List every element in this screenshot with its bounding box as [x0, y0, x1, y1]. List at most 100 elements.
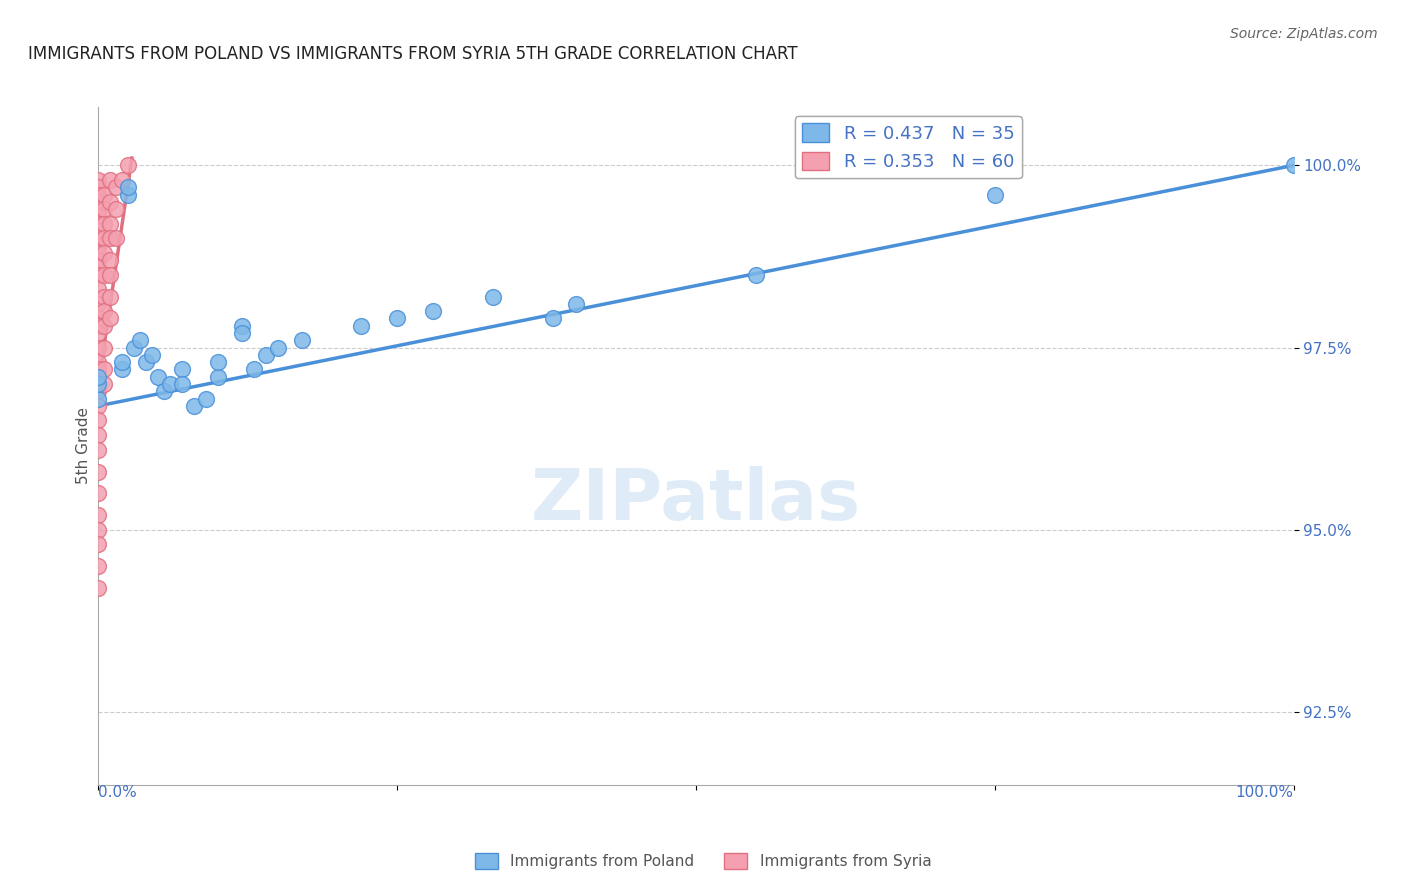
Point: [207, 355, 229, 369]
Legend: R = 0.437   N = 35, R = 0.353   N = 60: R = 0.437 N = 35, R = 0.353 N = 60: [794, 116, 1022, 178]
Point: [87, 537, 110, 551]
Point: [98, 289, 122, 303]
Point: [87, 282, 110, 296]
Point: [93, 268, 115, 282]
Point: [87, 362, 110, 376]
Point: [117, 180, 139, 194]
Point: [87, 377, 110, 392]
Point: [141, 348, 163, 362]
Point: [148, 369, 170, 384]
Point: [87, 194, 110, 209]
Point: [93, 217, 115, 231]
Point: [87, 253, 110, 268]
Point: [172, 362, 194, 376]
Point: [87, 523, 110, 537]
Point: [231, 326, 253, 340]
Point: [87, 173, 110, 187]
Point: [93, 245, 115, 260]
Legend: Immigrants from Poland, Immigrants from Syria: Immigrants from Poland, Immigrants from …: [468, 847, 938, 875]
Point: [93, 318, 115, 333]
Point: [105, 231, 128, 245]
Text: IMMIGRANTS FROM POLAND VS IMMIGRANTS FROM SYRIA 5TH GRADE CORRELATION CHART: IMMIGRANTS FROM POLAND VS IMMIGRANTS FRO…: [28, 45, 797, 62]
Point: [87, 238, 110, 252]
Point: [87, 326, 110, 340]
Point: [135, 355, 157, 369]
Point: [87, 369, 110, 384]
Text: 100.0%: 100.0%: [1236, 785, 1294, 800]
Point: [481, 289, 505, 303]
Point: [98, 253, 122, 268]
Point: [183, 399, 205, 413]
Point: [87, 559, 110, 574]
Text: 0.0%: 0.0%: [98, 785, 138, 800]
Point: [111, 362, 134, 376]
Point: [87, 399, 110, 413]
Point: [117, 158, 139, 172]
Point: [87, 311, 110, 326]
Point: [87, 413, 110, 427]
Point: [159, 377, 181, 392]
Point: [350, 318, 373, 333]
Point: [87, 428, 110, 442]
Point: [93, 289, 115, 303]
Point: [87, 297, 110, 311]
Point: [105, 180, 128, 194]
Point: [385, 311, 409, 326]
Point: [98, 217, 122, 231]
Point: [98, 173, 122, 187]
Point: [87, 486, 110, 500]
Point: [98, 194, 122, 209]
Point: [87, 217, 110, 231]
Y-axis label: 5th Grade: 5th Grade: [76, 408, 91, 484]
Point: [87, 180, 110, 194]
Point: [254, 348, 277, 362]
Point: [87, 442, 110, 457]
Point: [87, 187, 110, 202]
Text: ZIPatlas: ZIPatlas: [531, 466, 860, 534]
Point: [745, 268, 768, 282]
Point: [87, 210, 110, 224]
Point: [207, 369, 229, 384]
Point: [117, 187, 139, 202]
Point: [93, 187, 115, 202]
Point: [1282, 158, 1305, 172]
Point: [172, 377, 194, 392]
Point: [98, 268, 122, 282]
Point: [93, 304, 115, 318]
Point: [291, 334, 314, 348]
Point: [87, 384, 110, 399]
Point: [422, 304, 444, 318]
Point: [87, 392, 110, 406]
Point: [87, 202, 110, 216]
Point: [541, 311, 564, 326]
Point: [93, 202, 115, 216]
Point: [87, 268, 110, 282]
Point: [153, 384, 176, 399]
Point: [267, 341, 290, 355]
Point: [87, 231, 110, 245]
Point: [231, 318, 253, 333]
Point: [87, 377, 110, 392]
Point: [129, 334, 152, 348]
Text: Source: ZipAtlas.com: Source: ZipAtlas.com: [1230, 27, 1378, 41]
Point: [87, 224, 110, 238]
Point: [87, 581, 110, 595]
Point: [984, 187, 1007, 202]
Point: [87, 318, 110, 333]
Point: [87, 465, 110, 479]
Point: [98, 231, 122, 245]
Point: [93, 231, 115, 245]
Point: [93, 341, 115, 355]
Point: [111, 173, 134, 187]
Point: [87, 260, 110, 275]
Point: [243, 362, 266, 376]
Point: [87, 245, 110, 260]
Point: [565, 297, 588, 311]
Point: [124, 341, 146, 355]
Point: [93, 377, 115, 392]
Point: [111, 355, 134, 369]
Point: [93, 362, 115, 376]
Point: [87, 355, 110, 369]
Point: [105, 202, 128, 216]
Point: [87, 508, 110, 523]
